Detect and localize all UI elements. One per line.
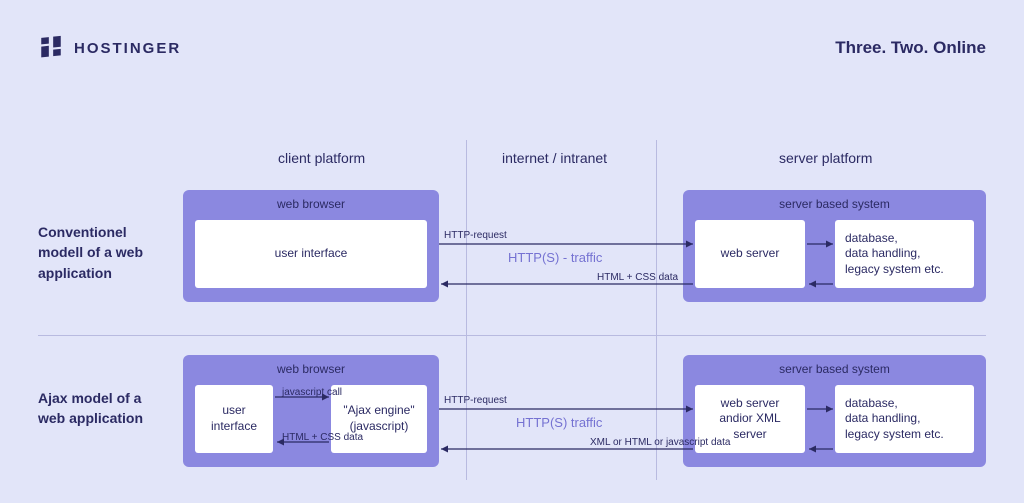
- divider-h: [38, 335, 986, 336]
- panel-server-2: server based system web server andior XM…: [683, 355, 986, 467]
- box-ui-1: user interface: [195, 220, 427, 288]
- box-ui-2: user interface: [195, 385, 273, 453]
- col-client: client platform: [278, 150, 365, 166]
- label-xml-html-js: XML or HTML or javascript data: [590, 437, 730, 449]
- panel-server-1: server based system web server database,…: [683, 190, 986, 302]
- panel-browser-2: web browser user interface "Ajax engine"…: [183, 355, 439, 467]
- panel-title-server-1: server based system: [683, 190, 986, 216]
- row-label-ajax: Ajax model of a web application: [38, 388, 168, 429]
- header: HOSTINGER Three. Two. Online: [38, 35, 986, 61]
- label-html-css-1: HTML + CSS data: [597, 272, 678, 284]
- row-label-conventional: Conventionel modell of a web application: [38, 222, 168, 283]
- brand-name: HOSTINGER: [74, 40, 181, 57]
- tagline: Three. Two. Online: [835, 38, 986, 58]
- box-db-2: database, data handling, legacy system e…: [835, 385, 974, 453]
- label-js-call: javascript call: [282, 387, 342, 399]
- label-traffic-2: HTTP(S) traffic: [516, 415, 602, 430]
- col-server: server platform: [779, 150, 872, 166]
- panel-title-server-2: server based system: [683, 355, 986, 381]
- label-http-req-1: HTTP-request: [444, 230, 507, 242]
- panel-title-browser-2: web browser: [183, 355, 439, 381]
- panel-browser-1: web browser user interface: [183, 190, 439, 302]
- box-webserver-1: web server: [695, 220, 805, 288]
- box-db-1: database, data handling, legacy system e…: [835, 220, 974, 288]
- label-traffic-1: HTTP(S) - traffic: [508, 250, 602, 265]
- brand-logo: HOSTINGER: [38, 35, 181, 61]
- panel-title-browser-1: web browser: [183, 190, 439, 216]
- divider-v2: [656, 140, 657, 480]
- divider-v1: [466, 140, 467, 480]
- col-internet: internet / intranet: [502, 150, 607, 166]
- hostinger-icon: [38, 35, 64, 61]
- label-http-req-2: HTTP-request: [444, 395, 507, 407]
- label-html-css-2: HTML + CSS data: [282, 432, 363, 444]
